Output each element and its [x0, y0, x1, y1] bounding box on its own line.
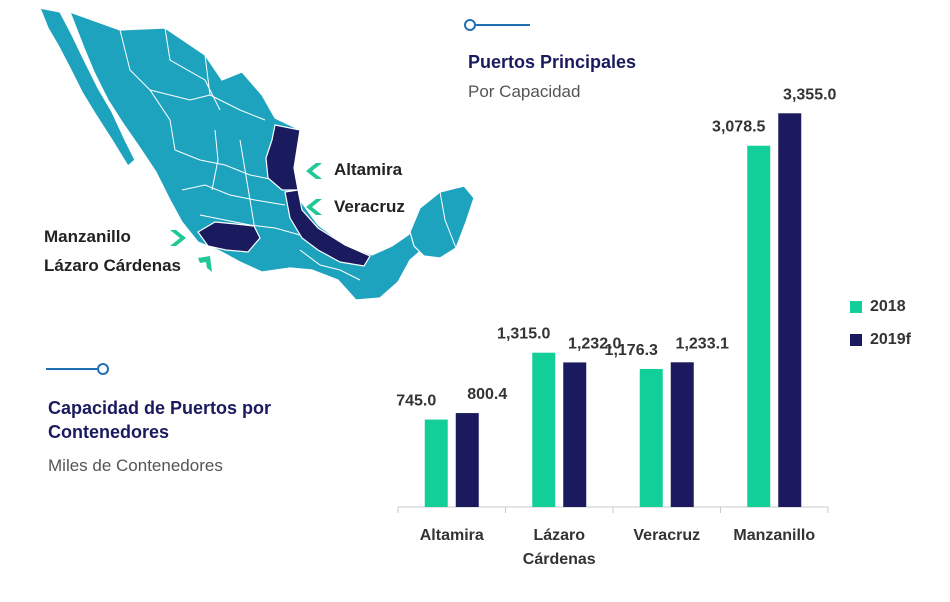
data-label-2019f-1: 1,232.0: [568, 335, 621, 352]
legend-label-2018: 2018: [870, 298, 906, 315]
map-region-michoacan: [197, 221, 261, 253]
x-tick-label-0: Altamira: [420, 527, 484, 544]
bar-2019f-3: [778, 113, 802, 507]
bar-2018-0: [424, 419, 448, 507]
arrow-altamira-icon: [306, 163, 322, 179]
bar-2018-2: [639, 368, 663, 507]
legend-swatch-2019f: [850, 334, 862, 346]
left-heading-title: Capacidad de Puertos por Contenedores: [48, 396, 271, 444]
bar-2018-1: [532, 352, 556, 507]
data-label-2018-3: 3,078.5: [712, 119, 765, 136]
arrow-veracruz-icon: [306, 199, 322, 215]
left-heading-subtitle: Miles de Contenedores: [48, 456, 223, 475]
top-heading-dot: [464, 19, 476, 31]
map-region-mainland: [68, 10, 435, 301]
bar-2019f-1: [563, 362, 587, 507]
map-label-manzanillo: Manzanillo: [44, 227, 131, 246]
data-label-2018-0: 745.0: [396, 393, 436, 410]
top-heading-title: Puertos Principales: [468, 52, 637, 72]
map-region-baja: [39, 7, 136, 167]
x-tick-label-3: Manzanillo: [733, 527, 815, 544]
bar-2018-3: [747, 145, 771, 507]
map-region-veracruz: [284, 189, 371, 267]
left-heading-title-line1: Capacidad de Puertos por: [48, 398, 272, 418]
data-label-2018-2: 1,176.3: [605, 342, 658, 359]
bar-2019f-0: [455, 413, 479, 507]
top-heading-line: [476, 24, 530, 26]
map-label-veracruz: Veracruz: [334, 197, 405, 216]
x-tick-label-2: Veracruz: [633, 527, 700, 544]
arrow-manzanillo-icon: [170, 230, 186, 246]
legend-item-2019f: 2019f: [850, 331, 911, 349]
map-label-altamira: Altamira: [334, 160, 403, 179]
x-tick-label-1: Lázaro: [533, 527, 585, 544]
map-region-yucatan: [409, 185, 475, 259]
data-label-2018-1: 1,315.0: [497, 326, 550, 343]
left-heading-dot: [97, 363, 109, 375]
data-label-2019f-3: 3,355.0: [783, 86, 836, 103]
left-heading-title-line2: Contenedores: [48, 422, 170, 442]
legend-item-2018: 2018: [850, 298, 906, 316]
legend-swatch-2018: [850, 301, 862, 313]
mexico-map: [39, 7, 475, 301]
legend-label-2019f: 2019f: [870, 331, 911, 348]
map-label-lazaro: Lázaro Cárdenas: [44, 256, 181, 275]
top-heading-subtitle: Por Capacidad: [468, 82, 581, 101]
data-label-2019f-2: 1,233.1: [676, 335, 729, 352]
data-label-2019f-0: 800.4: [467, 386, 507, 403]
bar-2019f-2: [670, 362, 694, 507]
map-region-tamaulipas: [265, 124, 301, 191]
arrow-lazaro-icon: [198, 256, 212, 272]
left-heading-line: [46, 368, 98, 370]
x-tick-label-1: Cárdenas: [523, 551, 596, 568]
